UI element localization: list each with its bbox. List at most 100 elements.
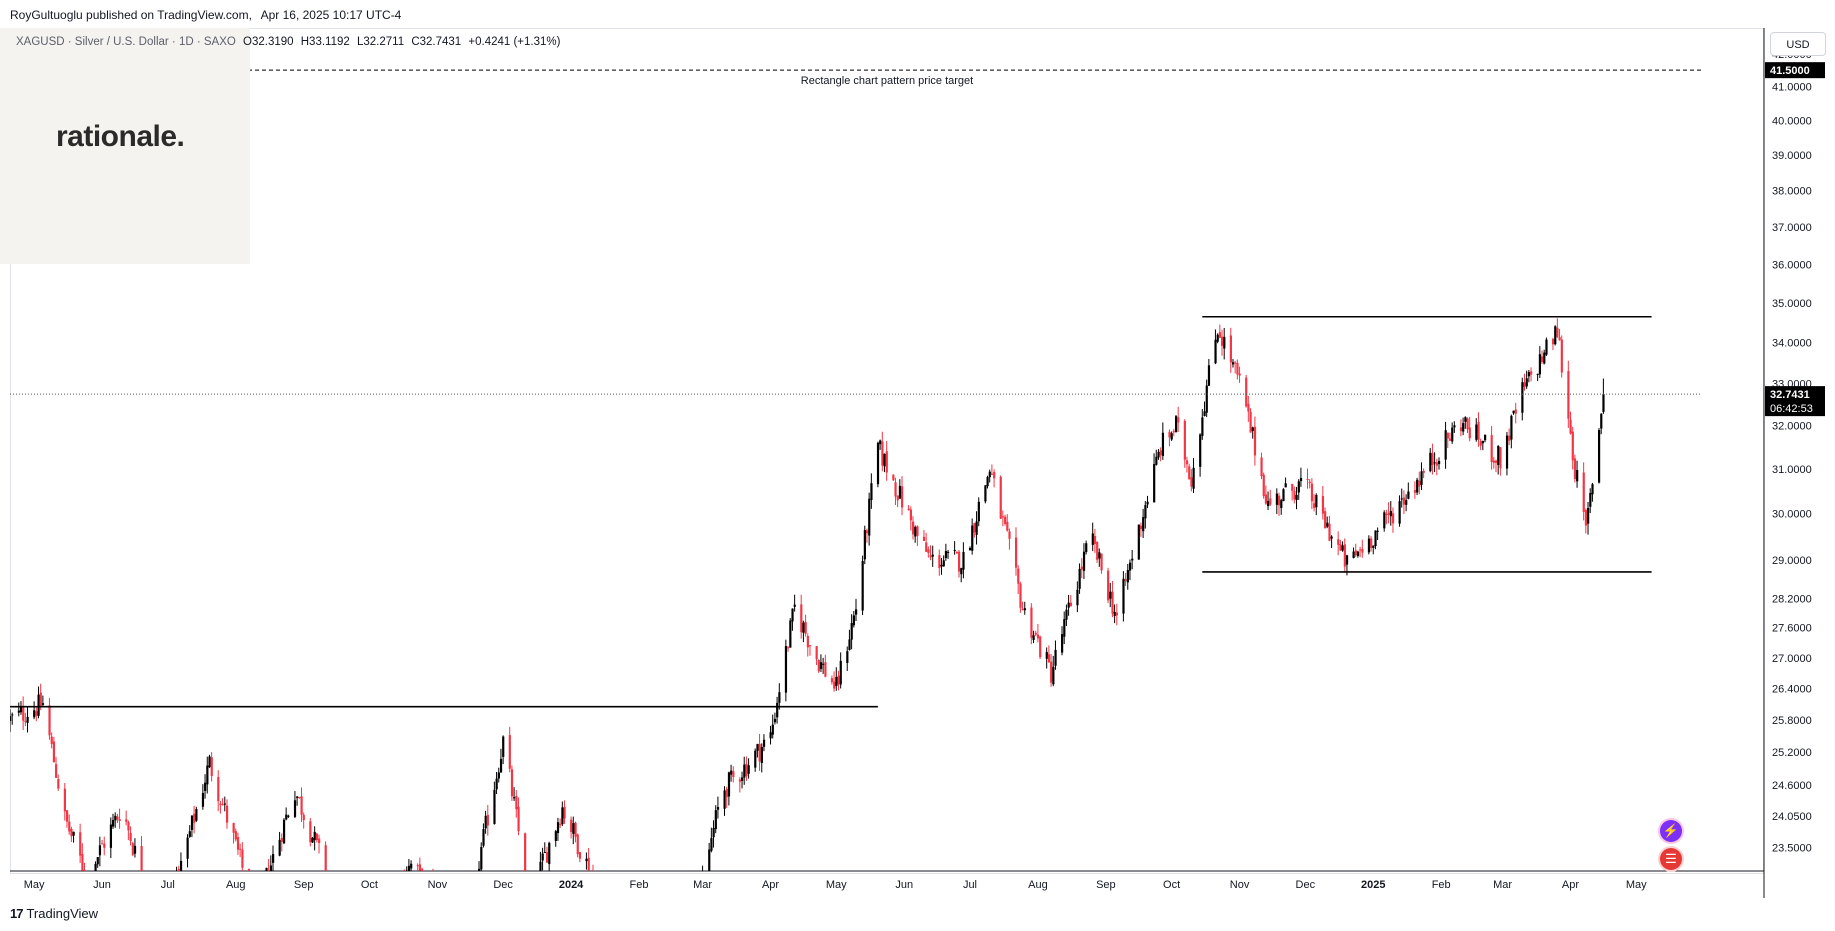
- candle-body: [714, 810, 717, 829]
- candle-body: [855, 609, 858, 615]
- candle-body: [684, 910, 686, 929]
- candle-body: [576, 834, 579, 855]
- candle-body: [1260, 457, 1263, 477]
- candle-body: [1383, 512, 1386, 529]
- candle-body: [165, 891, 167, 894]
- candle-body: [1361, 548, 1364, 553]
- candle-body: [1398, 501, 1401, 524]
- candle-body: [179, 860, 183, 871]
- candle-body: [390, 893, 392, 903]
- candle-body: [1067, 602, 1070, 608]
- candle-body: [570, 819, 573, 832]
- candle-body: [37, 694, 40, 716]
- candle-body: [250, 889, 252, 895]
- candle-body: [1207, 365, 1211, 386]
- candle-body: [1201, 417, 1204, 436]
- candle-body: [601, 894, 603, 898]
- candle-body: [486, 814, 489, 826]
- currency-button[interactable]: USD: [1770, 32, 1826, 56]
- x-tick-label: Dec: [493, 879, 513, 891]
- candle-body: [977, 501, 980, 522]
- candle-body: [234, 831, 237, 840]
- candle-body: [340, 892, 342, 897]
- candle-body: [988, 471, 991, 478]
- candle-body: [1262, 474, 1265, 497]
- symbol-name[interactable]: XAGUSD · Silver / U.S. Dollar · 1D · SAX…: [16, 36, 236, 48]
- candle-body: [563, 806, 566, 819]
- candle-body: [776, 702, 779, 718]
- candle-body: [958, 551, 961, 572]
- us-flag-icon[interactable]: ☰: [1660, 848, 1682, 870]
- candle-body: [1431, 453, 1434, 466]
- candle-body: [416, 865, 419, 867]
- candle-body: [653, 927, 655, 931]
- candle-body: [804, 621, 807, 634]
- y-tick-label: 35.0000: [1772, 298, 1812, 310]
- candle-body: [210, 757, 213, 777]
- price-label-box: [1765, 386, 1825, 417]
- candle-body: [1508, 435, 1511, 441]
- candle-body: [808, 645, 812, 647]
- candle-body: [515, 795, 518, 810]
- countdown-label: 06:42:53: [1770, 403, 1813, 415]
- candle-body: [223, 803, 226, 805]
- candle-body: [1231, 362, 1235, 365]
- x-tick-label: Apr: [1562, 879, 1579, 891]
- candle-body: [1367, 538, 1371, 553]
- candle-body: [1155, 456, 1158, 465]
- candle-body: [1341, 545, 1344, 551]
- candle-body: [1459, 427, 1463, 432]
- candle-body: [1370, 538, 1373, 548]
- candle-body: [531, 884, 533, 899]
- candle-body: [760, 746, 763, 763]
- candle-body: [1021, 608, 1024, 610]
- candle-body: [50, 736, 53, 744]
- publisher-name[interactable]: RoyGultuoglu published on TradingView.co…: [10, 8, 252, 22]
- candle-body: [388, 901, 390, 913]
- candle-body: [916, 526, 919, 536]
- candle-body: [1214, 339, 1217, 364]
- candle-body: [1545, 339, 1548, 355]
- candle-body: [65, 810, 69, 822]
- candle-body: [267, 869, 270, 871]
- candle-body: [822, 663, 825, 665]
- candle-body: [592, 873, 594, 879]
- lightning-icon[interactable]: ⚡: [1660, 820, 1682, 842]
- candle-body: [1451, 427, 1454, 442]
- symbol-legend[interactable]: XAGUSD · Silver / U.S. Dollar · 1D · SAX…: [16, 36, 560, 48]
- candle-body: [1521, 382, 1524, 413]
- candle-body: [1321, 496, 1325, 514]
- candle-body: [1199, 434, 1202, 467]
- candle-body: [1374, 530, 1377, 546]
- candle-body: [835, 676, 838, 687]
- candle-body: [11, 714, 14, 716]
- candle-body: [393, 889, 395, 896]
- candle-body: [147, 897, 149, 905]
- candle-body: [741, 777, 744, 781]
- x-tick-label: Jun: [93, 879, 111, 891]
- candle-body: [112, 819, 115, 827]
- candle-body: [962, 551, 965, 570]
- candle-body: [418, 864, 422, 871]
- candle-body: [625, 925, 627, 931]
- candle-body: [149, 905, 151, 912]
- candle-body: [1019, 583, 1022, 608]
- candle-body: [1080, 566, 1083, 570]
- candle-body: [876, 442, 880, 485]
- y-tick-label: 31.0000: [1772, 464, 1812, 476]
- candle-body: [647, 926, 649, 931]
- candle-body: [723, 790, 726, 809]
- tradingview-logo-icon: 17: [10, 906, 24, 921]
- candle-body: [1400, 498, 1403, 500]
- candle-body: [188, 831, 191, 837]
- candle-body: [302, 814, 305, 821]
- y-tick-label: 26.4000: [1772, 683, 1812, 695]
- candle-body: [484, 815, 487, 829]
- candle-body: [55, 764, 58, 778]
- tradingview-footer[interactable]: 17 TradingView: [10, 906, 98, 921]
- candle-body: [1453, 425, 1456, 428]
- candle-body: [278, 839, 281, 856]
- candle-body: [318, 838, 321, 844]
- candle-body: [1216, 334, 1219, 342]
